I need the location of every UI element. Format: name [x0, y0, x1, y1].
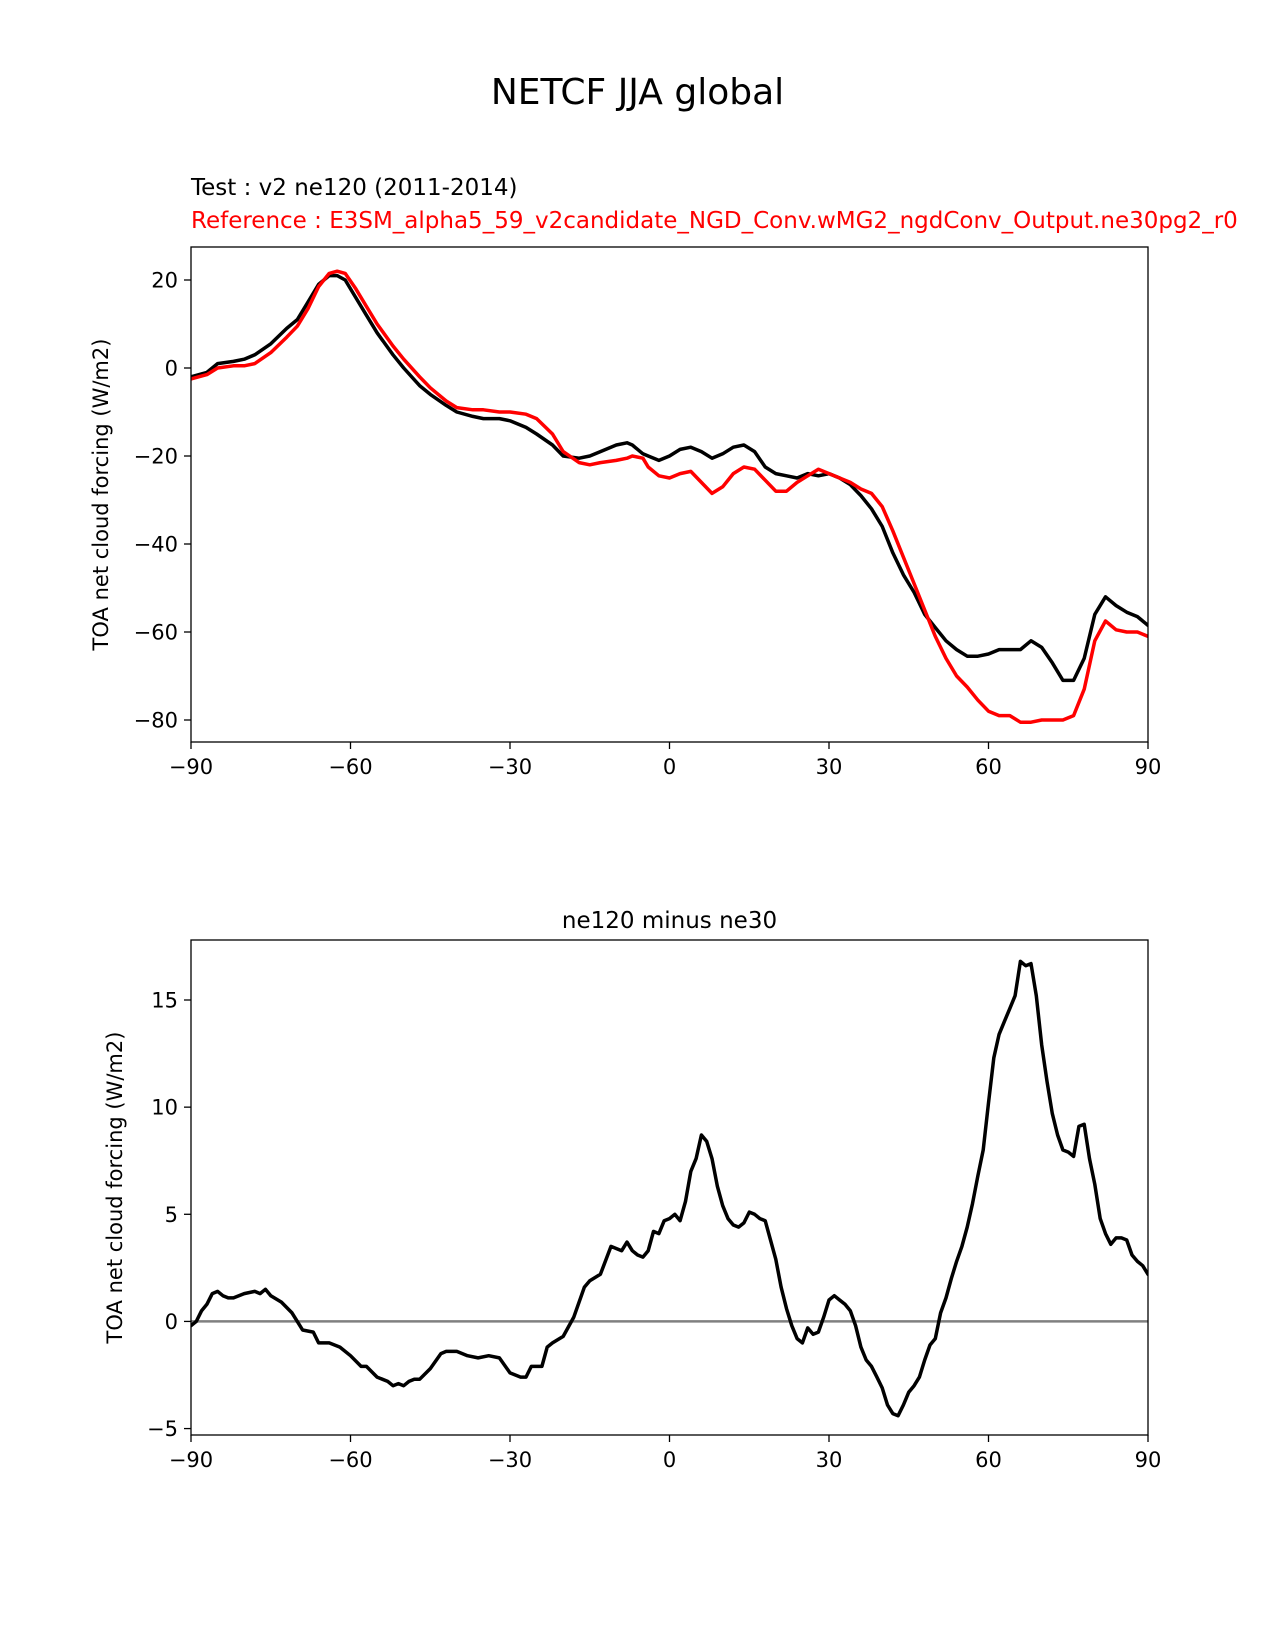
x-tick-label: −60 [328, 1448, 372, 1472]
y-tick-label: −80 [134, 709, 178, 733]
series-reference [191, 269, 1148, 724]
y-tick-label: 0 [165, 1310, 178, 1334]
y-tick-label: 20 [151, 269, 178, 293]
y-axis-label: TOA net cloud forcing (W/m2) [89, 339, 113, 652]
series-ne120-minus-ne30 [191, 959, 1148, 1418]
x-tick-label: 0 [663, 755, 676, 779]
x-tick-label: 0 [663, 1448, 676, 1472]
x-tick-label: −30 [488, 755, 532, 779]
panel-title: ne120 minus ne30 [562, 908, 777, 934]
x-tick-label: 90 [1135, 1448, 1162, 1472]
y-tick-label: 15 [151, 989, 178, 1013]
series-test [191, 273, 1148, 683]
y-tick-label: 10 [151, 1096, 178, 1120]
x-tick-label: 30 [816, 1448, 843, 1472]
bottom-panel: −90 −60 −30 0 30 60 90 −5 0 5 10 15 TOA net cloud fo… [103, 908, 1161, 1472]
y-tick-label: −5 [147, 1417, 178, 1441]
x-tick-label: 90 [1135, 755, 1162, 779]
y-tick-label: 5 [165, 1203, 178, 1227]
x-tick-label: −60 [328, 755, 372, 779]
x-tick-label: 60 [975, 755, 1002, 779]
x-tick-label: −90 [169, 755, 213, 779]
y-tick-label: −40 [134, 533, 178, 557]
suptitle: NETCF JJA global [490, 72, 785, 113]
x-tick-label: 30 [816, 755, 843, 779]
axes-frame [190, 939, 1149, 1436]
y-axis-label: TOA net cloud forcing (W/m2) [103, 1032, 127, 1345]
y-tick-label: 0 [165, 357, 178, 381]
y-tick-label: −60 [134, 621, 178, 645]
axes-frame [190, 246, 1149, 743]
x-tick-label: 60 [975, 1448, 1002, 1472]
x-tick-label: −90 [169, 1448, 213, 1472]
y-tick-label: −20 [134, 445, 178, 469]
top-panel: −90 −60 −30 0 30 60 90 −80 −60 −40 −20 0 20 TOA net c… [89, 246, 1162, 779]
x-tick-label: −30 [488, 1448, 532, 1472]
